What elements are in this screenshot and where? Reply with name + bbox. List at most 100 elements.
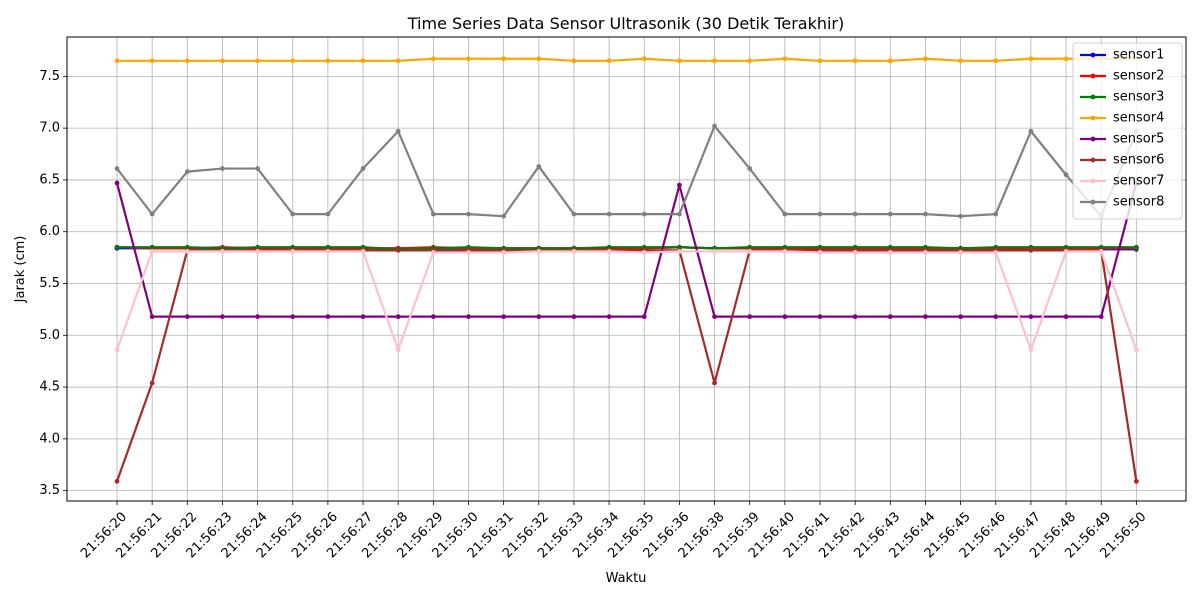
data-point-sensor5 [501,314,507,320]
data-point-sensor6 [149,380,155,386]
data-point-sensor5 [747,314,753,320]
series-sensor4 [114,56,1139,64]
data-point-sensor7 [677,248,682,254]
data-point-sensor8 [395,128,401,134]
data-point-sensor5 [149,314,155,320]
data-point-sensor7 [817,250,823,255]
data-point-sensor7 [1098,248,1104,254]
data-point-sensor5 [923,314,928,320]
data-point-sensor4 [958,58,963,64]
y-tick-label: 5.0 [39,328,60,343]
data-point-sensor4 [677,58,682,64]
series-line-sensor7 [115,250,1138,351]
data-point-sensor8 [887,211,893,217]
data-point-sensor8 [606,211,612,217]
data-point-sensor8 [852,211,858,217]
data-point-sensor4 [993,58,999,64]
data-point-sensor4 [290,58,296,64]
y-tick-label: 5.5 [39,276,60,291]
y-tick-label: 3.5 [39,483,60,498]
data-point-sensor8 [220,166,225,171]
series-line-sensor3 [117,246,1137,251]
data-point-sensor7 [184,248,190,254]
data-point-sensor5 [817,314,823,320]
data-point-sensor7 [360,248,366,254]
data-point-sensor5 [220,314,225,320]
legend-label-sensor2: sensor2 [1113,69,1164,84]
data-point-sensor8 [1028,128,1034,134]
data-point-sensor7 [923,250,928,255]
data-point-sensor4 [395,58,401,64]
data-point-sensor7 [852,250,858,255]
legend-marker-sensor5 [1090,136,1096,142]
data-point-sensor4 [325,58,331,64]
data-point-sensor4 [220,58,225,64]
data-point-sensor4 [184,58,190,64]
legend-box [1072,42,1183,220]
data-point-sensor4 [149,58,155,64]
data-point-sensor5 [993,314,999,320]
y-tick-label: 4.0 [39,431,60,446]
data-point-sensor7 [430,250,436,255]
data-point-sensor7 [1133,347,1139,353]
data-point-sensor4 [114,58,120,64]
series-sensor7 [114,248,1139,353]
data-point-sensor7 [712,248,717,254]
series-line-sensor5 [115,182,1138,318]
data-point-sensor6 [114,478,120,484]
legend-marker-sensor1 [1090,52,1096,58]
data-point-sensor8 [501,213,507,219]
legend: sensor1 sensor2 sensor3 sensor4 sensor5 senso… [1072,42,1183,220]
data-point-sensor4 [923,56,928,62]
data-point-sensor5 [360,314,366,320]
data-point-sensor4 [641,56,647,62]
data-point-sensor6 [712,380,717,386]
data-point-sensor5 [571,314,577,320]
data-point-sensor4 [782,56,788,62]
data-point-sensor5 [677,182,682,188]
data-point-sensor7 [606,248,612,254]
data-point-sensor4 [887,58,893,64]
legend-marker-sensor8 [1090,199,1096,205]
data-point-sensor3 [149,244,155,250]
legend-marker-sensor3 [1090,94,1096,100]
data-point-sensor5 [184,314,190,320]
data-point-sensor5 [887,314,893,320]
legend-marker-sensor4 [1090,115,1096,121]
data-point-sensor5 [430,314,436,320]
legend-label-sensor6: sensor6 [1113,153,1164,168]
data-point-sensor5 [395,314,401,320]
data-point-sensor3 [1133,244,1139,250]
plot-frame [66,36,1187,502]
data-point-sensor7 [571,248,577,254]
data-point-sensor5 [255,314,260,320]
data-point-sensor5 [958,314,963,320]
data-point-sensor4 [606,58,612,64]
data-point-sensor5 [290,314,296,320]
data-point-sensor4 [712,58,717,64]
y-axis-label: Jarak (cm) [13,236,28,304]
data-point-sensor8 [255,166,260,171]
data-point-sensor4 [360,58,366,64]
data-point-sensor7 [993,250,999,255]
data-point-sensor5 [536,314,542,320]
data-point-sensor8 [923,211,928,217]
data-point-sensor7 [255,248,260,254]
data-point-sensor8 [536,164,542,169]
data-point-sensor4 [430,56,436,62]
data-point-sensor8 [747,166,753,171]
data-point-sensor7 [747,248,753,254]
data-point-sensor5 [782,314,788,320]
data-point-sensor8 [641,211,647,217]
legend-label-sensor8: sensor8 [1113,195,1164,210]
data-point-sensor5 [606,314,612,320]
data-point-sensor8 [184,169,190,175]
data-point-sensor4 [1028,56,1034,62]
data-point-sensor5 [1028,314,1034,320]
data-point-sensor3 [114,244,120,250]
y-tick-label: 7.0 [39,121,60,136]
y-axis-ticks: 3.5 4.0 4.5 5.0 5.5 6.0 6.5 7.0 7.5 [39,69,67,498]
data-point-sensor5 [1098,314,1104,320]
